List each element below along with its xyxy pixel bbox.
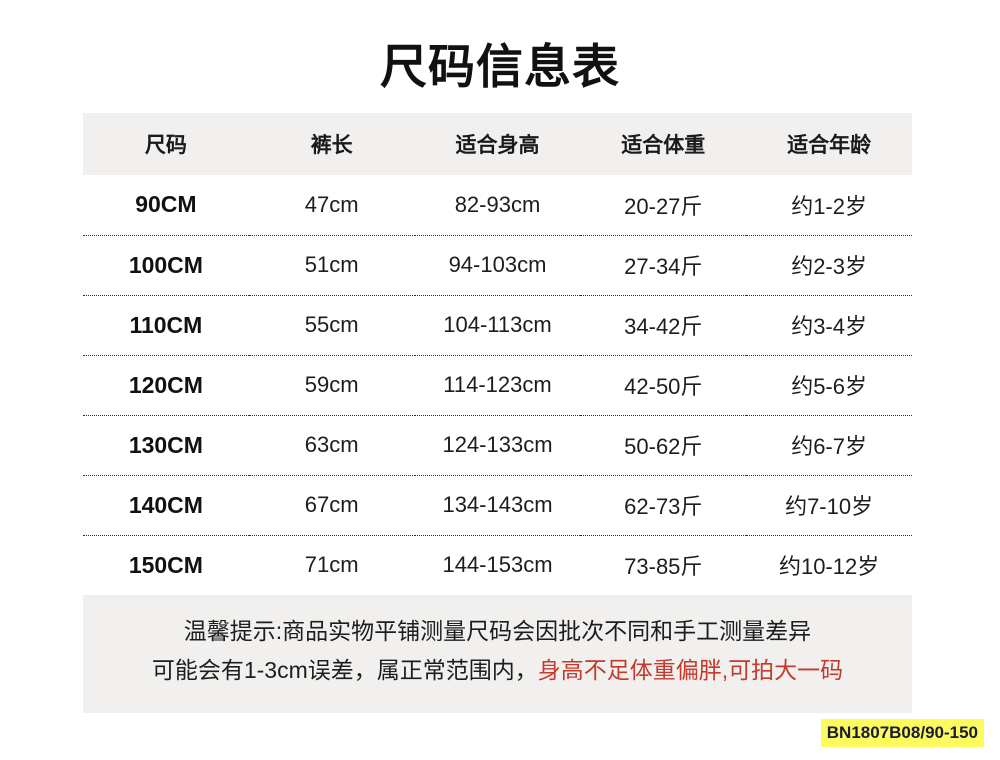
- table-cell: 51cm: [248, 235, 415, 296]
- table-row: 120CM 59cm 114-123cm 42-50斤 约5-6岁: [83, 355, 912, 416]
- table-cell: 约2-3岁: [746, 235, 912, 296]
- product-code-badge: BN1807B08/90-150: [820, 719, 984, 747]
- table-cell: 约10-12岁: [778, 554, 880, 580]
- size-table-container: 尺码 裤长 适合身高 适合体重 适合年龄 90CM 47cm 82-93cm 20-27斤 约1…: [83, 113, 912, 595]
- table-cell: 67cm: [248, 475, 415, 536]
- table-cell: 20-27斤: [580, 175, 747, 236]
- table-cell: 62-73斤: [580, 475, 747, 536]
- table-cell: 130CM: [83, 415, 249, 476]
- notice-line-1-text: 温馨提示:商品实物平铺测量尺码会因批次不同和手工测量差异: [183, 618, 812, 644]
- notice-line-1: 温馨提示:商品实物平铺测量尺码会因批次不同和手工测量差异: [83, 612, 912, 651]
- table-cell: 140CM: [83, 475, 249, 536]
- table-row: 100CM 51cm 94-103cm 27-34斤 约2-3岁: [83, 235, 912, 296]
- table-cell: 59cm: [248, 355, 415, 416]
- table-cell: 90CM: [83, 175, 249, 236]
- column-header: 适合体重: [580, 113, 747, 175]
- table-cell: 144-153cm: [442, 552, 553, 578]
- table-cell: 134-143cm: [414, 475, 581, 536]
- table-cell: 71cm: [304, 552, 359, 578]
- table-row: 130CM 63cm 124-133cm 50-62斤 约6-7岁: [83, 415, 912, 476]
- table-cell: 82-93cm: [414, 175, 581, 236]
- notice-panel: 温馨提示:商品实物平铺测量尺码会因批次不同和手工测量差异 可能会有1-3cm误差…: [83, 595, 912, 713]
- table-cell: 150CM: [128, 551, 203, 578]
- size-table: 尺码 裤长 适合身高 适合体重 适合年龄 90CM 47cm 82-93cm 20-27斤 约1…: [83, 113, 912, 595]
- size-table-body: 90CM 47cm 82-93cm 20-27斤 约1-2岁 100CM 51cm 94-10…: [83, 175, 912, 595]
- table-row: 150CM 71cm 144-153cm 73-85斤 约10-12岁: [83, 535, 912, 595]
- table-cell: 约5-6岁: [746, 355, 912, 416]
- table-row: 140CM 67cm 134-143cm 62-73斤 约7-10岁: [83, 475, 912, 536]
- table-cell: 73-85斤: [624, 554, 703, 580]
- column-header: 适合年龄: [746, 113, 912, 175]
- table-cell: 约1-2岁: [746, 175, 912, 236]
- column-header: 裤长: [248, 113, 415, 175]
- table-cell: 47cm: [248, 175, 415, 236]
- table-cell: 约3-4岁: [746, 295, 912, 356]
- table-cell: 114-123cm: [414, 355, 581, 416]
- warning-highlight: 身高不足体重偏胖,可拍大一码: [537, 657, 844, 683]
- column-header: 尺码: [83, 113, 249, 175]
- table-row: 110CM 55cm 104-113cm 34-42斤 约3-4岁: [83, 295, 912, 356]
- size-table-head: 尺码 裤长 适合身高 适合体重 适合年龄: [83, 113, 912, 175]
- table-cell: 94-103cm: [414, 235, 581, 296]
- table-cell: 124-133cm: [414, 415, 581, 476]
- table-cell: 120CM: [83, 355, 249, 416]
- notice-line-2: 可能会有1-3cm误差，属正常范围内，身高不足体重偏胖,可拍大一码: [83, 651, 912, 690]
- table-cell: 110CM: [83, 295, 249, 356]
- table-row: 90CM 47cm 82-93cm 20-27斤 约1-2岁: [83, 175, 912, 236]
- table-cell: 34-42斤: [580, 295, 747, 356]
- table-cell: 约7-10岁: [746, 475, 912, 536]
- column-header: 适合身高: [414, 113, 581, 175]
- table-cell: 100CM: [83, 235, 249, 296]
- table-cell: 55cm: [248, 295, 415, 356]
- table-header-row: 尺码 裤长 适合身高 适合体重 适合年龄: [83, 113, 912, 175]
- table-cell: 50-62斤: [580, 415, 747, 476]
- page-title: 尺码信息表: [380, 40, 620, 93]
- table-cell: 27-34斤: [580, 235, 747, 296]
- table-cell: 约6-7岁: [746, 415, 912, 476]
- table-cell: 104-113cm: [414, 295, 581, 356]
- table-cell: 42-50斤: [580, 355, 747, 416]
- notice-line-2-text: 可能会有1-3cm误差，属正常范围内，: [151, 657, 538, 683]
- table-cell: 63cm: [248, 415, 415, 476]
